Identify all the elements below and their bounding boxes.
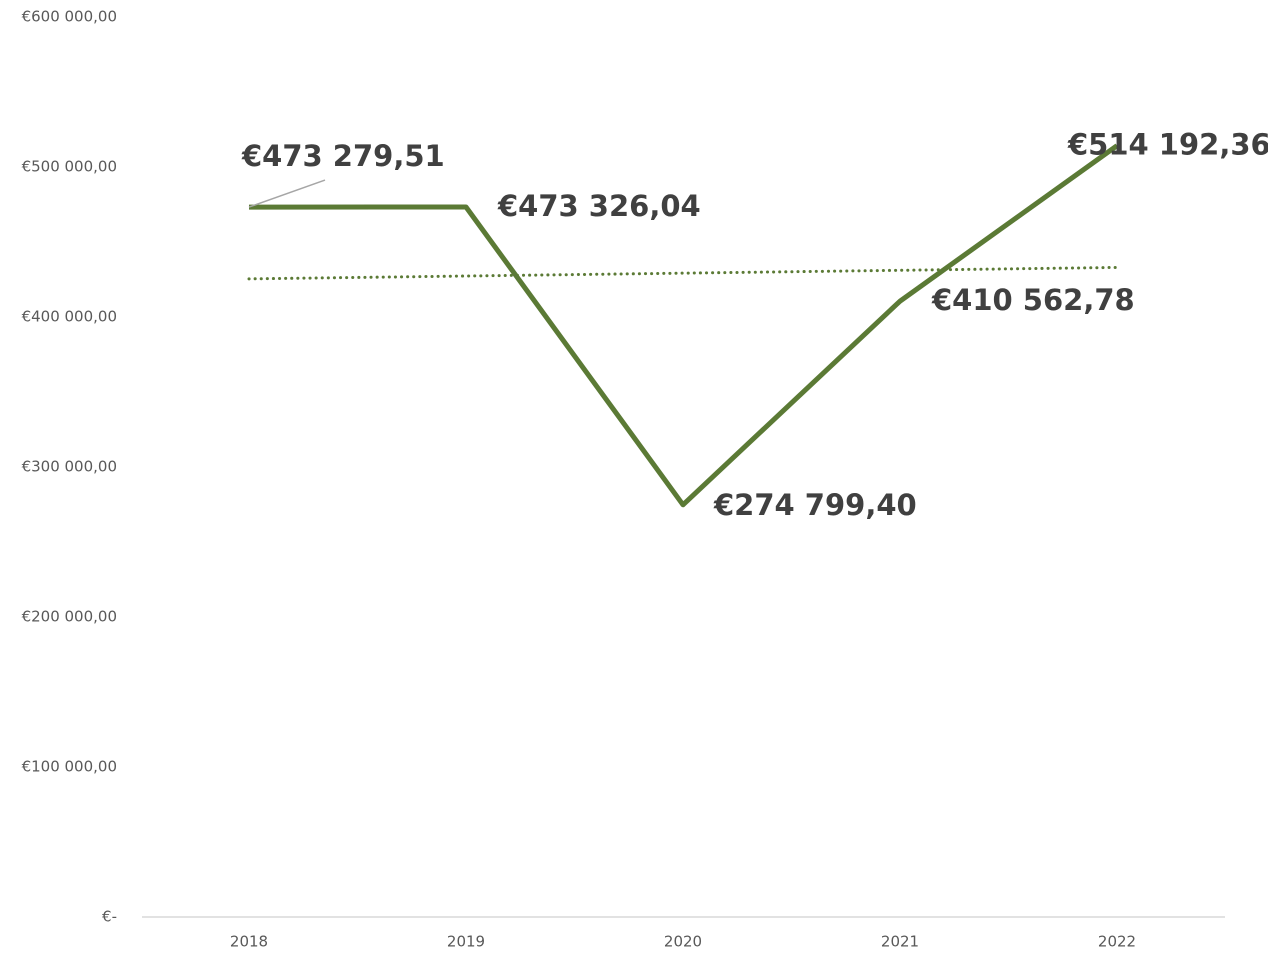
x-tick-label: 2019 (447, 933, 485, 951)
y-tick-label: €500 000,00 (22, 158, 117, 176)
data-label: €514 192,36 (1067, 128, 1268, 162)
x-tick-label: 2022 (1098, 933, 1136, 951)
x-tick-label: 2020 (664, 933, 702, 951)
y-tick-label: €300 000,00 (22, 458, 117, 476)
y-tick-label: €- (102, 908, 117, 926)
x-tick-label: 2018 (230, 933, 268, 951)
data-line (248, 143, 1119, 508)
data-label: €410 562,78 (931, 283, 1135, 317)
leader-line (248, 179, 326, 208)
y-tick-label: €100 000,00 (22, 758, 117, 776)
data-label: €274 799,40 (713, 488, 917, 522)
y-tick-label: €200 000,00 (22, 608, 117, 626)
x-tick-label: 2021 (881, 933, 919, 951)
data-label: €473 326,04 (497, 189, 701, 223)
trendline (247, 265, 1119, 281)
y-tick-label: €600 000,00 (22, 8, 117, 26)
y-tick-label: €400 000,00 (22, 308, 117, 326)
data-label: €473 279,51 (241, 139, 445, 173)
